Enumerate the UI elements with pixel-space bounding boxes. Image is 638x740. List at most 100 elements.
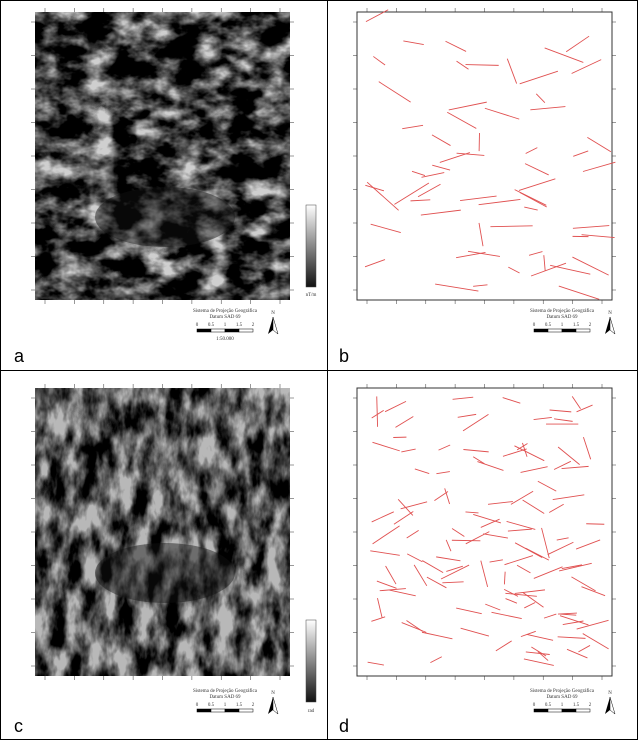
lineament: [456, 152, 485, 156]
lineament: [483, 533, 508, 539]
lineament: [378, 81, 411, 103]
north-arrow: [268, 697, 273, 714]
lineament: [543, 255, 546, 271]
lineament: [434, 491, 449, 501]
scale-tick-label: 1.5: [236, 703, 243, 708]
lineament: [376, 580, 397, 589]
lineament: [485, 603, 501, 611]
scale-tick-label: 1: [561, 703, 564, 708]
scale-bar-segment: [561, 328, 577, 333]
scale-bar-segment: [575, 708, 591, 713]
lineament: [537, 651, 549, 661]
lineament: [525, 651, 550, 655]
lineament: [447, 111, 477, 129]
lineament: [530, 106, 566, 111]
lineament: [440, 564, 470, 580]
lineament: [422, 560, 444, 574]
lineament: [364, 259, 386, 268]
lineament: [487, 501, 513, 505]
projection-text: Sistema de Projeção Geográfica: [193, 309, 258, 314]
lineament: [571, 59, 602, 74]
lineament: [505, 598, 518, 604]
lineament: [456, 60, 469, 70]
lineament: [559, 615, 589, 626]
lineament: [444, 488, 451, 505]
dark-anomaly: [95, 187, 235, 247]
lineament: [373, 56, 386, 66]
datum-text: Datum SAD 69: [209, 315, 241, 320]
lineament: [401, 448, 416, 453]
lineament: [446, 565, 464, 572]
lineament: [371, 616, 386, 622]
lineament: [553, 460, 572, 470]
lineament: [562, 620, 584, 625]
lineament: [411, 170, 426, 177]
lineament: [576, 619, 609, 630]
lineament: [524, 206, 538, 211]
lineament: [566, 648, 588, 659]
lineament: [478, 222, 484, 247]
lineament: [561, 564, 583, 570]
colorbar: [305, 204, 317, 288]
lineament: [508, 266, 520, 274]
lineament: [565, 35, 590, 53]
lineament: [526, 634, 554, 641]
lineament: [451, 539, 481, 542]
lineament: [524, 163, 549, 176]
lineament: [525, 147, 538, 154]
lineament: [586, 523, 605, 525]
scale-tick-label: 0.5: [208, 323, 215, 328]
lineament: [518, 178, 556, 191]
lineament: [371, 511, 394, 523]
lineament: [558, 285, 600, 300]
lineament: [384, 400, 407, 413]
north-arrow: [268, 317, 273, 334]
map-relief: [35, 12, 290, 300]
lineament: [502, 397, 521, 404]
lineament: [556, 537, 569, 541]
lineament: [533, 417, 552, 421]
lineament: [572, 256, 609, 276]
scale-bar-segment: [196, 708, 212, 713]
lineament: [519, 70, 559, 85]
lineament: [583, 436, 592, 460]
lineament: [465, 64, 499, 66]
lineament: [503, 589, 519, 597]
panel-label: c: [14, 716, 23, 736]
scale-tick-label: 1: [561, 323, 564, 328]
lineament: [472, 456, 485, 465]
lineament: [426, 576, 447, 589]
lineament: [581, 234, 615, 238]
lineament: [448, 101, 487, 111]
datum-text: Datum SAD 69: [546, 695, 578, 700]
panel-label: b: [339, 346, 349, 366]
scale-bar-segment: [533, 708, 549, 713]
lineament: [587, 137, 612, 153]
scale-tick-label: 0: [533, 323, 536, 328]
scale-bar-segment: [575, 328, 591, 333]
lineament: [503, 571, 506, 585]
lineament: [432, 164, 451, 171]
scale-bar-segment: [238, 328, 254, 333]
lineament: [442, 581, 464, 584]
colorbar-unit: nT/m: [306, 293, 317, 298]
panel-label: d: [339, 716, 349, 736]
lineament: [495, 640, 512, 652]
lineament: [385, 565, 397, 585]
lineament: [465, 531, 490, 545]
lineament: [365, 9, 389, 23]
lineament: [531, 646, 547, 657]
lineament: [473, 284, 488, 287]
north-arrow: [609, 696, 616, 715]
lineament: [452, 396, 474, 400]
scale-bar-segment: [196, 328, 212, 333]
lineament: [477, 461, 504, 471]
lineament: [379, 588, 406, 592]
lineament: [460, 195, 497, 202]
lineament: [544, 47, 584, 63]
lineament: [541, 527, 550, 559]
scale-bar-segment: [238, 708, 254, 713]
lineament: [530, 262, 567, 277]
lineament: [522, 499, 545, 514]
